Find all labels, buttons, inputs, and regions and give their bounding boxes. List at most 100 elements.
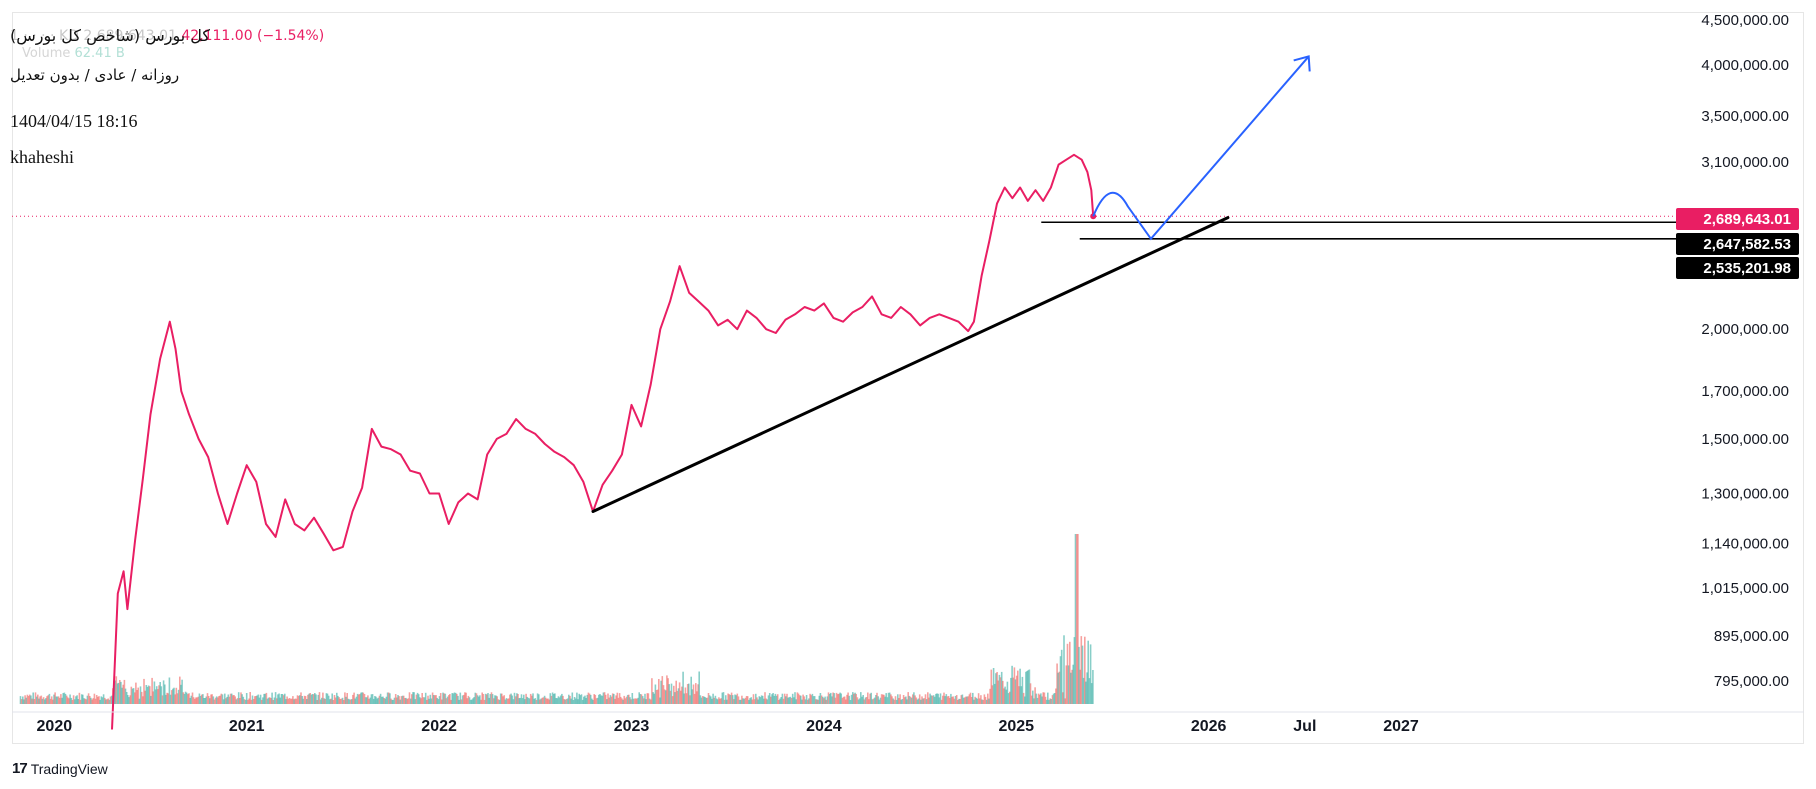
volume-bar (666, 675, 668, 704)
volume-bar (473, 697, 475, 704)
volume-bar (653, 693, 655, 704)
volume-bar (796, 692, 799, 704)
volume-bar (651, 678, 653, 704)
volume-bar (116, 683, 119, 704)
volume-bar (858, 698, 861, 704)
volume-bar (895, 699, 898, 704)
volume-bar (444, 693, 447, 704)
volume-bar (591, 698, 593, 704)
volume-bar (516, 693, 518, 704)
volume-bar (716, 699, 719, 704)
volume-bar (613, 693, 615, 704)
volume-bar (756, 697, 758, 704)
volume-bar (379, 693, 382, 704)
volume-bar (437, 699, 440, 704)
volume-bar (643, 698, 645, 704)
volume-bar (35, 696, 38, 704)
volume-bar (655, 690, 658, 704)
volume-bar (106, 699, 108, 704)
volume-bar (427, 695, 429, 704)
volume-bar (468, 697, 471, 704)
volume-bar (197, 696, 200, 704)
volume-bar (100, 696, 103, 704)
volume-bar (822, 696, 824, 704)
volume-bar (645, 699, 647, 704)
volume-bar (562, 695, 564, 704)
volume-bar (735, 695, 737, 704)
volume-bar (369, 697, 372, 704)
volume-bar (526, 696, 528, 704)
volume-bar (884, 696, 886, 704)
volume-bar (969, 692, 972, 704)
volume-bar (714, 695, 717, 704)
volume-bar (327, 695, 330, 704)
y-tick-label: 895,000.00 (1714, 628, 1789, 645)
volume-bar (488, 697, 490, 704)
volume-bar (894, 696, 897, 704)
volume-bar (982, 699, 984, 704)
volume-bar (970, 697, 973, 704)
volume-bar (665, 690, 667, 704)
volume-bar (337, 695, 339, 704)
volume-bar (630, 699, 632, 704)
volume-bar (927, 692, 929, 704)
volume-bar (317, 694, 320, 704)
volume-bar (678, 682, 681, 704)
volume-bar (841, 697, 844, 704)
volume-bar (336, 692, 338, 704)
volume-bar (920, 699, 922, 704)
volume-bar (222, 699, 225, 704)
volume-bar (260, 699, 263, 704)
volume-bar (914, 695, 916, 704)
volume-bar (915, 697, 918, 704)
volume-bar (450, 699, 452, 704)
volume-bar (854, 692, 856, 704)
volume-bar (152, 691, 154, 704)
volume-bar (158, 685, 160, 704)
volume-bar (787, 697, 789, 704)
y-tick-label: 1,300,000.00 (1701, 485, 1789, 502)
volume-bar (34, 692, 37, 704)
volume-bar (1050, 699, 1053, 704)
volume-bar (68, 698, 70, 704)
volume-bar (619, 696, 622, 704)
volume-bar (135, 682, 137, 704)
volume-bar (294, 698, 296, 704)
volume-bar (114, 680, 116, 704)
volume-bar (682, 671, 684, 704)
volume-bar (1085, 681, 1087, 704)
volume-bar (983, 694, 986, 704)
volume-bar (325, 693, 328, 704)
volume-bar (198, 693, 201, 704)
volume-bar (646, 693, 649, 704)
volume-bar (181, 679, 183, 704)
volume-bar (354, 698, 356, 704)
legend-ticker-symbol: 1 · · · · KD 2,689,643.01 (10, 28, 177, 44)
volume-bar (274, 692, 277, 704)
volume-bar (780, 697, 782, 704)
volume-bar (839, 692, 841, 704)
volume-bar (753, 699, 756, 704)
volume-bar (1066, 643, 1069, 704)
volume-bar (122, 684, 124, 704)
volume-bar (119, 680, 121, 704)
volume-bar (165, 694, 167, 704)
volume-bar (1081, 645, 1084, 704)
tradingview-brand[interactable]: 17 TradingView (12, 760, 108, 777)
volume-bar (635, 698, 637, 704)
volume-bar (250, 699, 253, 704)
volume-bar (813, 696, 816, 704)
volume-bar (498, 699, 501, 704)
volume-bar (1017, 670, 1019, 704)
volume-bar (939, 693, 942, 704)
volume-bar (849, 700, 852, 704)
volume-bar (434, 695, 436, 704)
tradingview-brand-name: TradingView (30, 760, 108, 777)
volume-bar (259, 694, 262, 704)
volume-bar (191, 692, 194, 704)
volume-bar (1089, 644, 1092, 704)
volume-bar (145, 685, 148, 704)
y-tick-label: 1,140,000.00 (1701, 536, 1789, 553)
volume-bar (1030, 695, 1033, 704)
